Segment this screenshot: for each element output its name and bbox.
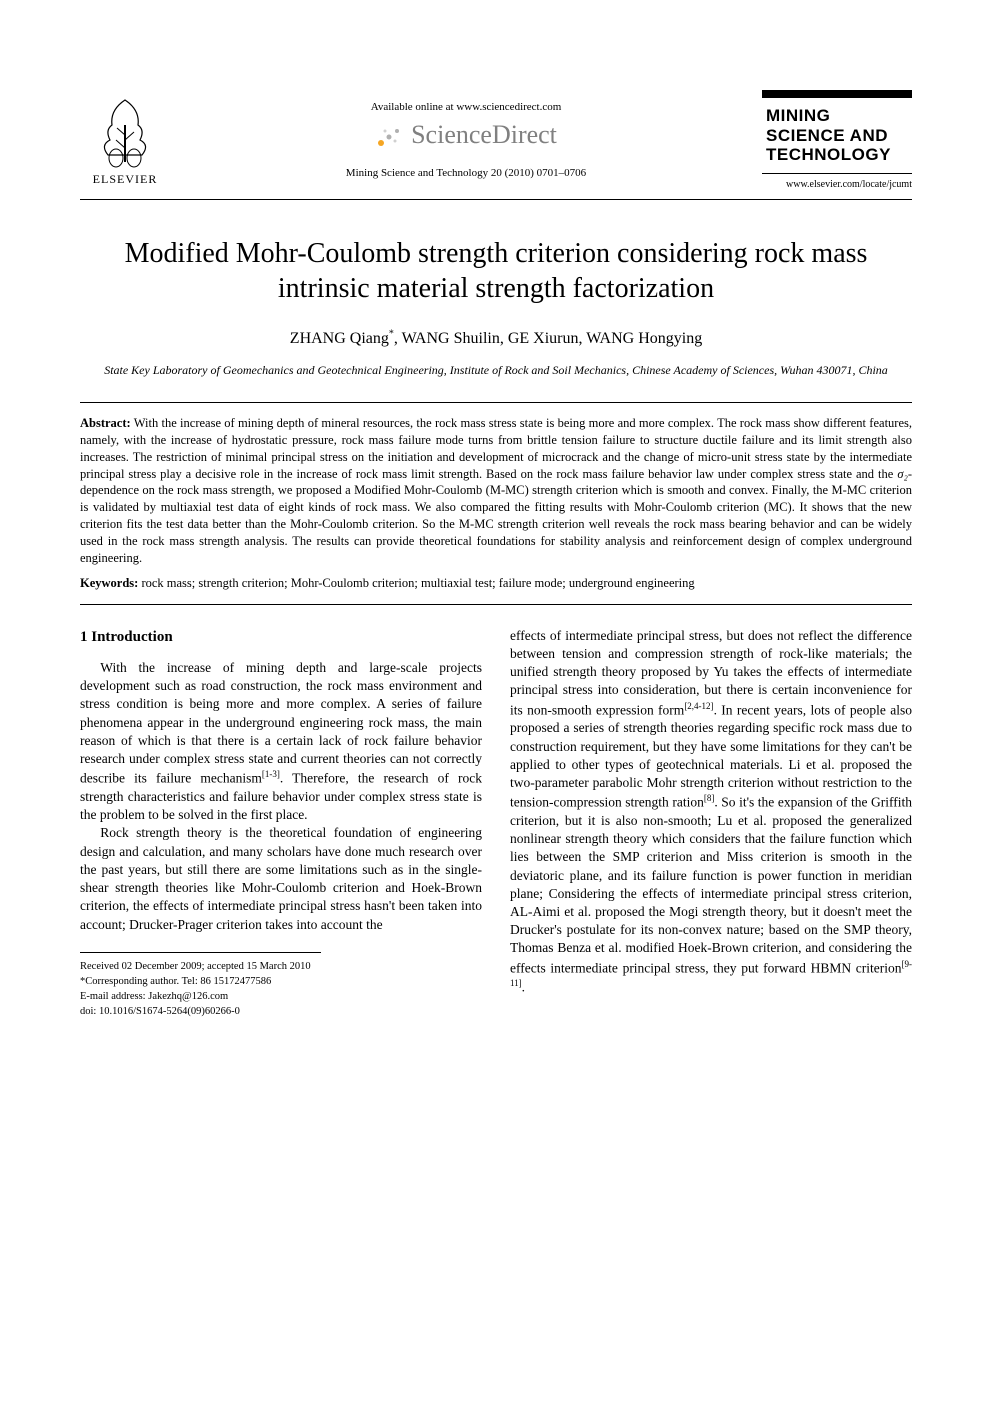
publisher-name: ELSEVIER	[93, 172, 158, 188]
body-columns: 1 Introduction With the increase of mini…	[80, 627, 912, 1020]
abstract-label: Abstract:	[80, 416, 131, 430]
footnote-received: Received 02 December 2009; accepted 15 M…	[80, 959, 321, 974]
authors-list: ZHANG Qiang*, WANG Shuilin, GE Xiurun, W…	[80, 328, 912, 350]
intro-para-2-continued: effects of intermediate principal stress…	[510, 627, 912, 997]
footnote-corresponding: *Corresponding author. Tel: 86 151724775…	[80, 974, 321, 989]
right-text-c: . So it's the expansion of the Griffith …	[510, 795, 912, 975]
journal-header: ELSEVIER Available online at www.science…	[80, 90, 912, 191]
intro-para-1: With the increase of mining depth and la…	[80, 659, 482, 824]
ref-8: [8]	[704, 793, 715, 803]
right-text-d: .	[522, 980, 525, 995]
keywords-label: Keywords:	[80, 576, 138, 590]
journal-box-rule	[762, 173, 912, 174]
intro-para-2: Rock strength theory is the theoretical …	[80, 824, 482, 933]
journal-title-line3: TECHNOLOGY	[766, 145, 908, 165]
sciencedirect-text: ScienceDirect	[411, 118, 557, 152]
authors-text: ZHANG Qiang*, WANG Shuilin, GE Xiurun, W…	[290, 330, 702, 347]
sigma2-symbol: σ₂	[897, 467, 908, 481]
available-online-text: Available online at www.sciencedirect.co…	[371, 100, 562, 114]
keywords-line: Keywords: rock mass; strength criterion;…	[80, 575, 912, 592]
article-title: Modified Mohr-Coulomb strength criterion…	[120, 236, 872, 306]
journal-citation: Mining Science and Technology 20 (2010) …	[346, 166, 586, 180]
abstract-text-1: With the increase of mining depth of min…	[80, 416, 912, 481]
elsevier-tree-icon	[90, 90, 160, 170]
journal-title-box: MINING SCIENCE AND TECHNOLOGY www.elsevi…	[762, 90, 912, 191]
abstract-block: Abstract: With the increase of mining de…	[80, 402, 912, 605]
journal-title-line1: MINING	[766, 106, 908, 126]
header-rule	[80, 199, 912, 200]
abstract-text-2: -dependence on the rock mass strength, w…	[80, 467, 912, 565]
footnote-email: E-mail address: Jakezhq@126.com	[80, 989, 321, 1004]
footnotes: Received 02 December 2009; accepted 15 M…	[80, 952, 321, 1020]
affiliation: State Key Laboratory of Geomechanics and…	[80, 362, 912, 378]
left-column: 1 Introduction With the increase of mini…	[80, 627, 482, 1020]
section-heading-introduction: 1 Introduction	[80, 627, 482, 647]
sciencedirect-icon	[375, 121, 403, 149]
journal-title-line2: SCIENCE AND	[766, 126, 908, 146]
footnote-doi: doi: 10.1016/S1674-5264(09)60266-0	[80, 1004, 321, 1019]
journal-url: www.elsevier.com/locate/jcumt	[762, 178, 912, 191]
intro-p1-text-a: With the increase of mining depth and la…	[80, 660, 482, 786]
ref-2-4-12: [2,4-12]	[684, 701, 713, 711]
keywords-text: rock mass; strength criterion; Mohr-Coul…	[138, 576, 694, 590]
publisher-logo: ELSEVIER	[80, 90, 170, 188]
center-header: Available online at www.sciencedirect.co…	[170, 90, 762, 180]
ref-1-3: [1-3]	[262, 769, 280, 779]
sciencedirect-brand: ScienceDirect	[375, 118, 557, 152]
right-column: effects of intermediate principal stress…	[510, 627, 912, 1020]
